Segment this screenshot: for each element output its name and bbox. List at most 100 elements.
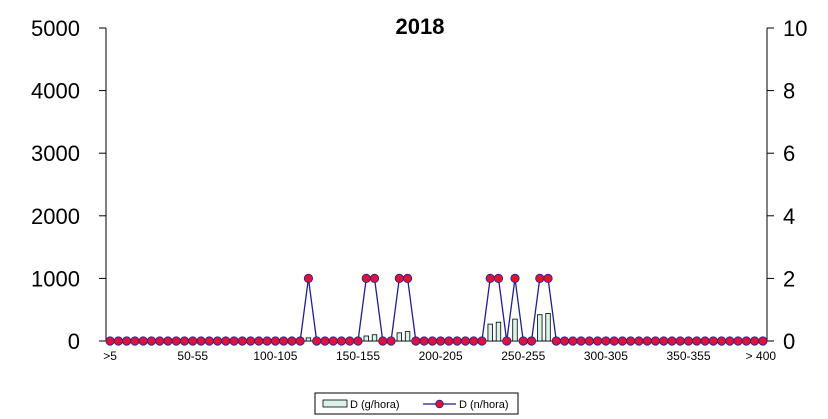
line-point	[460, 336, 471, 346]
line-point	[328, 336, 338, 346]
line-point	[361, 273, 371, 283]
line-point	[576, 336, 586, 346]
bar	[363, 335, 369, 342]
line-point	[212, 336, 223, 346]
left-tick-label: 2000	[31, 204, 80, 229]
line-point	[188, 336, 198, 346]
line-point	[386, 336, 396, 346]
line-point	[279, 336, 289, 346]
line-point	[155, 336, 165, 346]
line-point	[493, 273, 504, 283]
line-point	[221, 336, 231, 346]
line-point	[245, 336, 256, 346]
line-point	[146, 336, 157, 346]
bar	[305, 337, 312, 342]
legend-label: D (n/hora)	[459, 399, 509, 411]
bar	[371, 334, 378, 342]
line-point	[642, 336, 652, 346]
right-tick-label: 6	[783, 141, 795, 166]
right-tick-label: 2	[783, 266, 795, 291]
line-point	[634, 336, 644, 346]
line-point	[402, 273, 413, 283]
line-point	[419, 336, 429, 346]
line-point	[750, 336, 760, 346]
line-point	[543, 273, 553, 283]
line-point	[659, 336, 669, 346]
line-point	[758, 336, 768, 346]
line-point	[601, 336, 611, 346]
legend-box	[314, 392, 519, 415]
line-point	[303, 273, 314, 283]
line-point	[163, 336, 173, 346]
line-point	[378, 336, 388, 346]
line-point	[345, 336, 355, 346]
right-tick-label: 10	[783, 16, 807, 41]
line-point	[700, 336, 710, 346]
line-point	[502, 336, 512, 346]
line-point	[551, 336, 561, 346]
line-point	[394, 273, 404, 283]
line-point	[708, 336, 718, 346]
line-point	[320, 336, 330, 346]
line-point	[477, 336, 487, 346]
line-point	[617, 336, 628, 346]
bar	[495, 321, 502, 342]
bar	[545, 313, 551, 342]
left-tick-label: 5000	[31, 16, 80, 41]
line-point	[568, 336, 578, 346]
x-tick-label: 50-55	[177, 349, 208, 363]
line-point	[427, 336, 437, 346]
left-tick-label: 0	[68, 329, 80, 354]
line-point	[353, 336, 363, 346]
line-point	[287, 336, 297, 346]
line-point	[485, 273, 495, 283]
line-point	[436, 336, 446, 346]
line-point	[171, 336, 181, 346]
legend-label: D (g/hora)	[350, 399, 400, 411]
line-point	[113, 336, 123, 346]
line-point	[312, 336, 322, 346]
x-tick-label: 200-205	[419, 349, 463, 363]
legend-bar-swatch	[322, 399, 348, 408]
line-point	[667, 336, 677, 346]
line-point	[237, 336, 247, 346]
bar	[512, 318, 518, 342]
line-point	[105, 336, 115, 346]
line-point	[741, 336, 751, 346]
line-point	[725, 336, 735, 346]
line-point	[204, 336, 214, 346]
line-point	[626, 336, 636, 346]
legend-marker-swatch	[435, 399, 444, 409]
line-point	[469, 336, 479, 346]
line-point	[683, 336, 694, 346]
line-point	[122, 336, 132, 346]
axes: 0 1000 2000 3000 4000 5000 0 2 4 6 8 10 >5 50-55 100-1…	[31, 16, 807, 363]
x-tick-label: 300-305	[584, 349, 628, 363]
x-tick-label: 150-155	[336, 349, 380, 363]
line-point	[518, 336, 528, 346]
line-point	[130, 336, 140, 346]
line-point	[733, 336, 743, 346]
line-point	[295, 336, 305, 346]
line-point	[452, 336, 462, 346]
line-point	[336, 336, 347, 346]
line-point	[609, 336, 619, 346]
line-point	[262, 336, 272, 346]
line-point	[692, 336, 702, 346]
line-point	[559, 336, 570, 346]
x-tick-label: 350-355	[666, 349, 710, 363]
x-tick-label: >5	[103, 349, 117, 363]
legend: D (g/hora) D (n/hora)	[314, 392, 519, 415]
right-tick-label: 4	[783, 204, 795, 229]
bar	[537, 314, 543, 342]
line-point	[650, 336, 661, 346]
line-point	[526, 336, 537, 346]
line-point	[535, 273, 545, 283]
line-point	[369, 273, 380, 283]
line-point	[196, 336, 206, 346]
x-tick-label: 250-255	[501, 349, 545, 363]
line-point	[138, 336, 148, 346]
line-point	[254, 336, 264, 346]
line-point	[411, 336, 421, 346]
